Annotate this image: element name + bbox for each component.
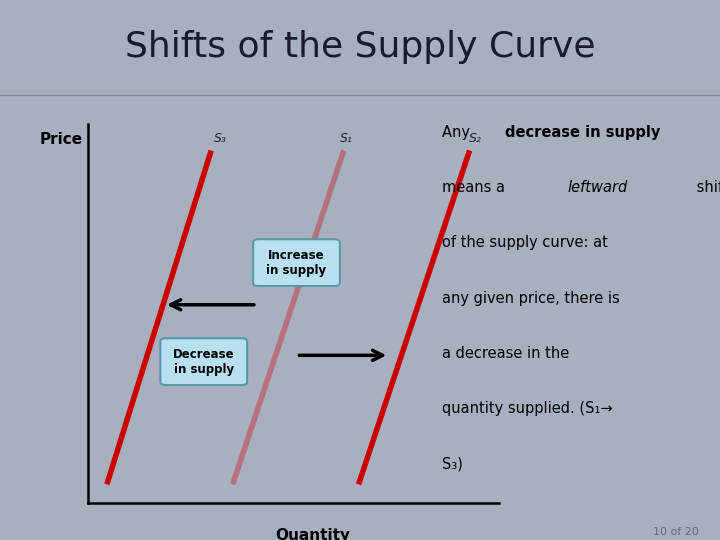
Text: Price: Price bbox=[40, 132, 83, 147]
Text: of the supply curve: at: of the supply curve: at bbox=[442, 235, 608, 251]
Text: Increase
in supply: Increase in supply bbox=[266, 248, 327, 276]
Text: 10 of 20: 10 of 20 bbox=[652, 527, 698, 537]
Text: Quantity: Quantity bbox=[276, 528, 351, 540]
FancyBboxPatch shape bbox=[161, 338, 247, 385]
Text: Decrease
in supply: Decrease in supply bbox=[173, 348, 235, 376]
Text: leftward: leftward bbox=[567, 180, 627, 195]
Text: Any: Any bbox=[442, 125, 474, 140]
Text: a decrease in the: a decrease in the bbox=[442, 346, 569, 361]
Text: S₃): S₃) bbox=[442, 456, 463, 471]
Text: S₃: S₃ bbox=[214, 132, 227, 145]
FancyBboxPatch shape bbox=[253, 239, 340, 286]
Text: S₂: S₂ bbox=[469, 132, 482, 145]
Text: shift: shift bbox=[693, 180, 720, 195]
Text: decrease in supply: decrease in supply bbox=[505, 125, 660, 140]
Text: means a: means a bbox=[442, 180, 510, 195]
Text: quantity supplied. (S₁→: quantity supplied. (S₁→ bbox=[442, 401, 613, 416]
Text: any given price, there is: any given price, there is bbox=[442, 291, 620, 306]
Text: S₁: S₁ bbox=[340, 132, 353, 145]
Text: Shifts of the Supply Curve: Shifts of the Supply Curve bbox=[125, 30, 595, 64]
